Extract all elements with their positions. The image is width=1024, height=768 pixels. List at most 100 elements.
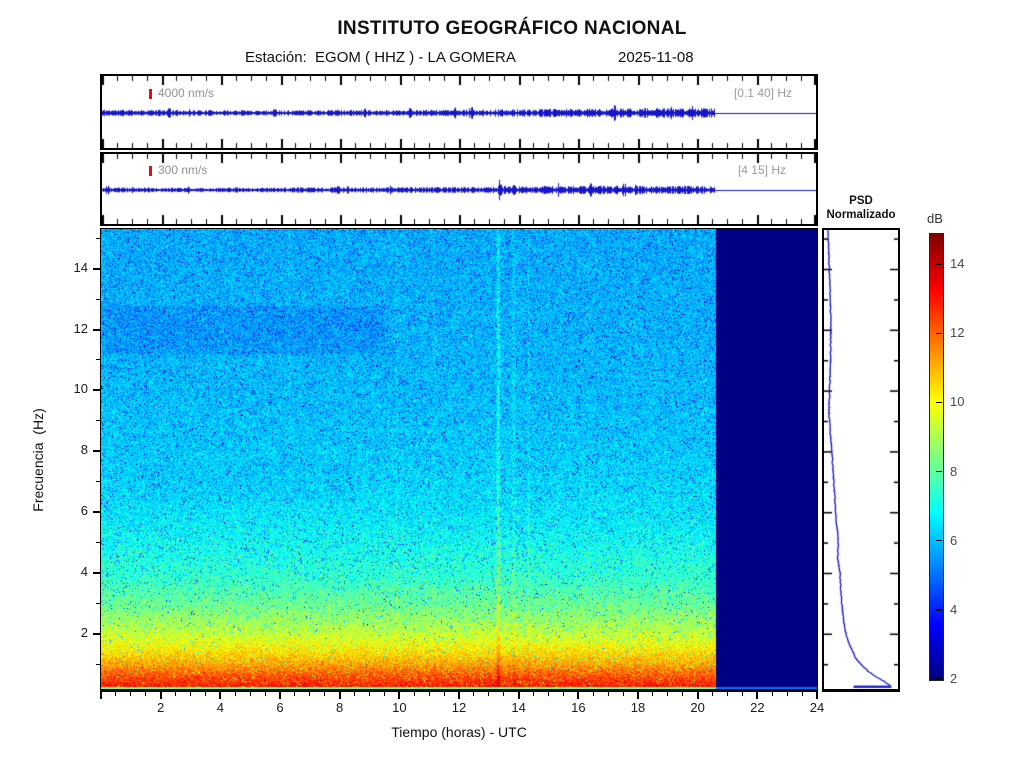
- colorbar-tick: [936, 609, 942, 611]
- x-tick-label: 6: [276, 700, 284, 715]
- colorbar: [929, 233, 944, 681]
- x-axis-tick: [159, 692, 162, 699]
- x-axis-tick: [145, 692, 147, 696]
- x-axis-tick: [204, 692, 206, 696]
- colorbar-title: dB: [927, 211, 943, 226]
- colorbar-tick-label: 14: [950, 256, 965, 272]
- x-axis-tick: [175, 692, 177, 696]
- x-axis-tick: [503, 692, 505, 696]
- psd-title: PSD Normalizado: [810, 194, 912, 222]
- y-tick-label: 12: [73, 320, 88, 336]
- x-axis-tick: [338, 692, 341, 699]
- y-axis-tick: [93, 572, 100, 575]
- scale-marker-icon: [149, 89, 152, 99]
- x-axis-tick: [369, 692, 370, 696]
- x-tick-label: 20: [690, 700, 705, 715]
- y-axis-tick: [96, 420, 100, 422]
- x-axis-tick: [562, 692, 564, 696]
- x-axis-label: Tiempo (horas) - UTC: [391, 724, 527, 740]
- x-axis-tick: [354, 692, 356, 696]
- x-axis-tick: [115, 692, 117, 696]
- x-axis-tick: [577, 692, 580, 699]
- waveform-panel-broadband: 4000 nm/s [0.1 40] Hz: [100, 74, 818, 150]
- y-axis-tick: [96, 237, 100, 239]
- y-axis-tick: [96, 481, 100, 483]
- x-axis-tick: [727, 692, 728, 696]
- psd-title-line1: PSD: [849, 195, 873, 207]
- x-axis-tick: [413, 692, 415, 696]
- x-tick-label: 18: [630, 700, 646, 715]
- y-tick-label: 8: [80, 442, 88, 458]
- x-axis-tick: [309, 692, 311, 696]
- x-tick-label: 2: [157, 700, 165, 715]
- x-axis-tick: [786, 692, 788, 696]
- colorbar-tick-label: 10: [950, 394, 965, 410]
- x-axis-tick: [696, 692, 699, 699]
- x-axis-tick: [398, 692, 401, 699]
- x-axis-tick: [219, 692, 222, 699]
- x-axis-tick: [249, 692, 251, 696]
- y-axis-tick: [93, 328, 100, 331]
- x-axis-tick: [428, 692, 430, 696]
- x-axis-tick: [234, 692, 236, 696]
- colorbar-tick-label: 2: [950, 671, 958, 686]
- scale-label: 300 nm/s: [158, 163, 208, 177]
- y-axis-tick: [93, 389, 100, 392]
- x-axis-tick: [383, 692, 385, 696]
- y-axis-tick: [96, 359, 100, 361]
- colorbar-tick: [936, 678, 942, 680]
- spectrogram-canvas: [101, 229, 817, 689]
- x-axis-tick: [100, 692, 102, 699]
- x-axis-tick: [324, 692, 326, 696]
- y-axis-tick: [96, 542, 100, 544]
- y-axis-tick: [93, 633, 100, 636]
- y-axis-tick: [96, 298, 100, 300]
- y-axis-label: Frecuencia (Hz): [30, 408, 46, 512]
- x-axis-tick: [712, 692, 714, 696]
- scale-marker-icon: [149, 166, 152, 176]
- x-tick-label: 14: [511, 700, 526, 715]
- psd-panel: [822, 228, 900, 692]
- y-tick-label: 2: [80, 625, 88, 641]
- spectrogram-panel: [100, 228, 818, 692]
- x-axis-tick: [488, 692, 490, 696]
- figure-title: INSTITUTO GEOGRÁFICO NACIONAL: [337, 18, 687, 39]
- x-axis-tick: [533, 692, 535, 696]
- x-axis-tick: [517, 692, 520, 699]
- colorbar-tick-label: 8: [950, 463, 958, 479]
- colorbar-tick-label: 6: [950, 532, 958, 548]
- x-axis-tick: [771, 692, 773, 696]
- x-axis-tick: [607, 692, 609, 696]
- x-tick-label: 22: [750, 700, 765, 715]
- y-tick-label: 4: [80, 564, 88, 580]
- x-axis-tick: [667, 692, 669, 696]
- x-tick-label: 16: [571, 700, 586, 715]
- x-axis-tick: [190, 692, 191, 696]
- psd-title-line2: Normalizado: [826, 209, 896, 221]
- colorbar-tick: [936, 539, 942, 542]
- colorbar-tick: [936, 263, 942, 265]
- colorbar-tick: [936, 332, 942, 334]
- x-axis-tick: [756, 692, 759, 699]
- psd-curve-canvas: [824, 230, 898, 689]
- x-axis-tick: [264, 692, 266, 696]
- y-axis-tick: [96, 664, 100, 666]
- y-axis-tick: [93, 267, 100, 270]
- waveform-canvas-filtered: [102, 154, 816, 224]
- x-axis-tick: [473, 692, 475, 696]
- x-axis-tick: [622, 692, 624, 696]
- x-axis-tick: [801, 692, 803, 696]
- x-axis-tick: [294, 692, 296, 696]
- x-tick-label: 4: [216, 700, 224, 715]
- x-axis-tick: [458, 692, 460, 699]
- station-label: Estación: EGOM ( HHZ ) - LA GOMERA: [245, 49, 516, 66]
- colorbar-tick-label: 12: [950, 325, 965, 341]
- date-label: 2025-11-08: [618, 49, 694, 66]
- x-axis-tick: [443, 692, 445, 696]
- x-tick-label: 24: [809, 700, 825, 715]
- x-axis-tick: [637, 692, 639, 699]
- y-axis-tick: [96, 603, 100, 605]
- colorbar-tick: [936, 401, 942, 404]
- waveform-canvas-broadband: [102, 76, 816, 148]
